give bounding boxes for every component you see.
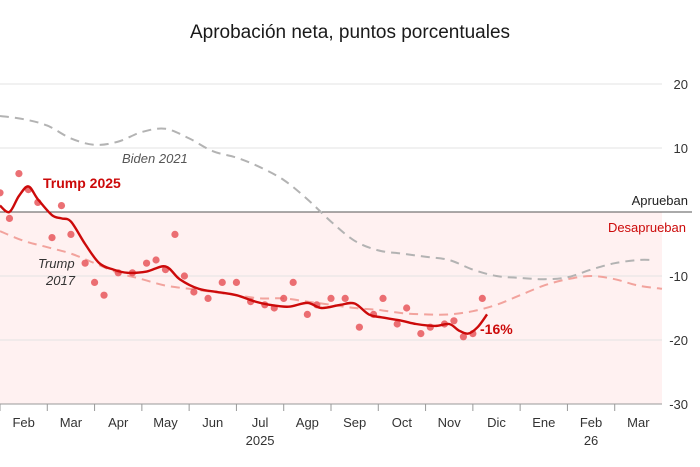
poll-point bbox=[355, 323, 363, 331]
y-tick-label: -20 bbox=[669, 333, 688, 348]
poll-point bbox=[142, 259, 151, 267]
poll-point bbox=[478, 294, 486, 302]
poll-point bbox=[67, 230, 75, 238]
annotation-latest-value: -16% bbox=[480, 321, 513, 337]
poll-point bbox=[15, 170, 23, 178]
poll-point bbox=[303, 310, 311, 318]
x-tick-label: Oct bbox=[392, 415, 413, 430]
x-tick-label: Agp bbox=[296, 415, 319, 430]
poll-point bbox=[379, 294, 387, 302]
x-tick-label: Feb bbox=[12, 415, 34, 430]
x-tick-label: Ene bbox=[532, 415, 555, 430]
x-tick-label: Jun bbox=[202, 415, 223, 430]
poll-point bbox=[289, 278, 297, 286]
poll-point bbox=[232, 278, 241, 286]
disapprove-label: Desaprueban bbox=[608, 220, 686, 235]
x-tick-label: Feb bbox=[580, 415, 602, 430]
poll-point bbox=[81, 259, 89, 267]
series-line-trump-2025 bbox=[0, 185, 489, 335]
series-line-biden-2021 bbox=[0, 115, 653, 281]
poll-point bbox=[90, 278, 99, 286]
x-year-label: 2025 bbox=[246, 433, 275, 448]
poll-point bbox=[218, 278, 226, 286]
y-tick-label: -10 bbox=[669, 269, 688, 284]
annotation-trump-2017-line1: Trump bbox=[38, 256, 75, 271]
x-tick-label: Jul bbox=[252, 415, 269, 430]
x-tick-label: Mar bbox=[627, 415, 650, 430]
x-tick-label: Dic bbox=[487, 415, 506, 430]
poll-point bbox=[403, 304, 411, 312]
x-tick-label: Mar bbox=[60, 415, 83, 430]
poll-point bbox=[180, 272, 189, 280]
poll-point bbox=[459, 333, 467, 341]
x-tick-label: Apr bbox=[108, 415, 129, 430]
y-tick-label: 20 bbox=[674, 77, 688, 92]
poll-point bbox=[48, 234, 56, 242]
x-tick-label: May bbox=[153, 415, 178, 430]
poll-point bbox=[152, 256, 160, 264]
x-year-label: 26 bbox=[584, 433, 598, 448]
poll-point bbox=[100, 291, 108, 299]
approve-label: Aprueban bbox=[632, 193, 688, 208]
y-tick-label: 10 bbox=[674, 141, 688, 156]
poll-point bbox=[171, 230, 179, 238]
annotation-trump-2017-line2: 2017 bbox=[45, 273, 76, 288]
poll-point bbox=[5, 214, 14, 222]
poll-point bbox=[0, 189, 4, 197]
poll-point bbox=[393, 320, 401, 328]
poll-point bbox=[327, 294, 335, 302]
poll-point bbox=[57, 202, 66, 210]
poll-point bbox=[280, 294, 288, 302]
y-tick-label: -30 bbox=[669, 397, 688, 412]
poll-point bbox=[190, 288, 198, 296]
chart-title: Aprobación neta, puntos porcentuales bbox=[189, 22, 511, 43]
poll-point bbox=[341, 294, 349, 302]
poll-point bbox=[450, 317, 458, 325]
annotation-trump-2025: Trump 2025 bbox=[43, 175, 121, 191]
x-tick-label: Nov bbox=[438, 415, 462, 430]
poll-point bbox=[417, 330, 425, 338]
poll-point bbox=[204, 294, 212, 302]
x-tick-label: Sep bbox=[343, 415, 366, 430]
annotation-biden-2021: Biden 2021 bbox=[122, 151, 188, 166]
